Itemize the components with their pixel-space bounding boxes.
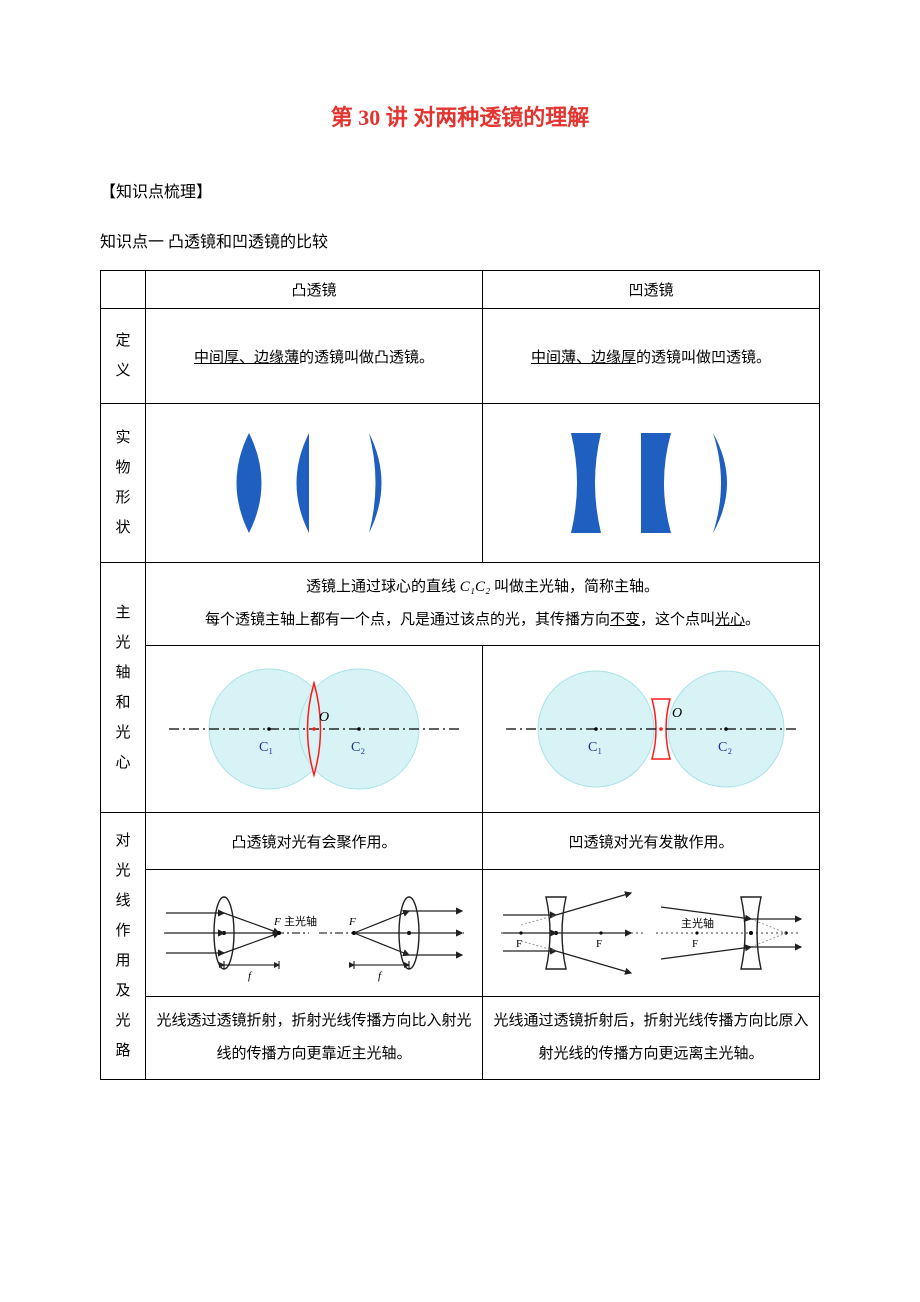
row-effect-summary: 对光线作用及光路 凸透镜对光有会聚作用。 凹透镜对光有发散作用。 (101, 813, 820, 870)
definition-convex-key: 中间厚、边缘薄 (194, 350, 299, 366)
axis-convex-diagram: O C₁ C₂ (159, 659, 469, 799)
axis-concave-diagram: O C₁ C₂ (496, 659, 806, 799)
axis-convex-diagram-cell: O C₁ C₂ (146, 646, 483, 813)
definition-convex-rest: 的透镜叫做凸透镜。 (299, 350, 434, 366)
section-heading: 【知识点梳理】 (100, 178, 820, 202)
rowlabel-shape: 实物形状 (101, 404, 146, 563)
axis-u2: 光心 (715, 612, 745, 628)
label-F: F (273, 916, 281, 928)
row-shape: 实物形状 (101, 404, 820, 563)
effect-concave-explain: 光线通过透镜折射后，折射光线传播方向比原入射光线的传播方向更远离主光轴。 (483, 997, 820, 1080)
axis-line1a: 透镜上通过球心的直线 (306, 579, 460, 595)
header-blank (101, 271, 146, 309)
axis-u1: 不变 (610, 612, 640, 628)
label-C2: C₂ (351, 740, 365, 755)
label-f: f (378, 970, 383, 982)
effect-concave-summary: 凹透镜对光有发散作用。 (483, 813, 820, 870)
convex-shapes-diagram (204, 423, 424, 543)
shape-convex-cell (146, 404, 483, 563)
subsection-heading: 知识点一 凸透镜和凹透镜的比较 (100, 228, 820, 252)
label-C2: C₂ (718, 740, 732, 755)
row-axis-text: 主光轴和光心 透镜上通过球心的直线 C₁C₂ 叫做主光轴，简称主轴。 每个透镜主… (101, 563, 820, 646)
label-f: f (248, 970, 253, 982)
label-F: F (692, 938, 698, 950)
label-O: O (672, 706, 682, 721)
rowlabel-definition: 定义 (101, 309, 146, 404)
effect-convex-summary: 凸透镜对光有会聚作用。 (146, 813, 483, 870)
label-C1: C₁ (259, 740, 273, 755)
header-convex: 凸透镜 (146, 271, 483, 309)
definition-concave: 中间薄、边缘厚的透镜叫做凹透镜。 (483, 309, 820, 404)
concave-shapes-diagram (541, 423, 761, 543)
row-definition: 定义 中间厚、边缘薄的透镜叫做凸透镜。 中间薄、边缘厚的透镜叫做凹透镜。 (101, 309, 820, 404)
label-axis-text: 主光轴 (284, 914, 317, 928)
axis-text: 透镜上通过球心的直线 C₁C₂ 叫做主光轴，简称主轴。 每个透镜主轴上都有一个点… (146, 563, 820, 646)
axis-concave-diagram-cell: O C₁ C₂ (483, 646, 820, 813)
axis-line2b: ，这个点叫 (640, 612, 715, 628)
effect-convex-diagram: F 主光轴 f F (154, 883, 474, 983)
axis-line2c: 。 (745, 612, 760, 628)
label-F: F (596, 938, 602, 950)
page: 第 30 讲 对两种透镜的理解 【知识点梳理】 知识点一 凸透镜和凹透镜的比较 … (0, 0, 920, 1302)
label-O: O (319, 710, 329, 725)
page-title: 第 30 讲 对两种透镜的理解 (100, 100, 820, 132)
definition-convex: 中间厚、边缘薄的透镜叫做凸透镜。 (146, 309, 483, 404)
rowlabel-effect: 对光线作用及光路 (101, 813, 146, 1080)
row-effect-diagrams: F 主光轴 f F (101, 870, 820, 997)
header-concave: 凹透镜 (483, 271, 820, 309)
label-F: F (348, 916, 356, 928)
label-F: F (516, 938, 522, 950)
table-header-row: 凸透镜 凹透镜 (101, 271, 820, 309)
effect-convex-diagram-cell: F 主光轴 f F (146, 870, 483, 997)
comparison-table: 凸透镜 凹透镜 定义 中间厚、边缘薄的透镜叫做凸透镜。 中间薄、边缘厚的透镜叫做… (100, 270, 820, 1080)
effect-concave-diagram-cell: F F 主光轴 F (483, 870, 820, 997)
definition-concave-key: 中间薄、边缘厚 (531, 350, 636, 366)
label-axis-text: 主光轴 (681, 916, 714, 930)
shape-concave-cell (483, 404, 820, 563)
axis-c1c2: C₁C₂ (460, 579, 490, 595)
row-axis-diagrams: O C₁ C₂ O C₁ C₂ (101, 646, 820, 813)
label-C1: C₁ (588, 740, 602, 755)
axis-line2a: 每个透镜主轴上都有一个点，凡是通过该点的光，其传播方向 (205, 612, 610, 628)
effect-concave-diagram: F F 主光轴 F (491, 883, 811, 983)
rowlabel-axis: 主光轴和光心 (101, 563, 146, 813)
axis-line1b: 叫做主光轴，简称主轴。 (490, 579, 659, 595)
row-effect-explain: 光线透过透镜折射，折射光线传播方向比入射光线的传播方向更靠近主光轴。 光线通过透… (101, 997, 820, 1080)
effect-convex-explain: 光线透过透镜折射，折射光线传播方向比入射光线的传播方向更靠近主光轴。 (146, 997, 483, 1080)
definition-concave-rest: 的透镜叫做凹透镜。 (636, 350, 771, 366)
